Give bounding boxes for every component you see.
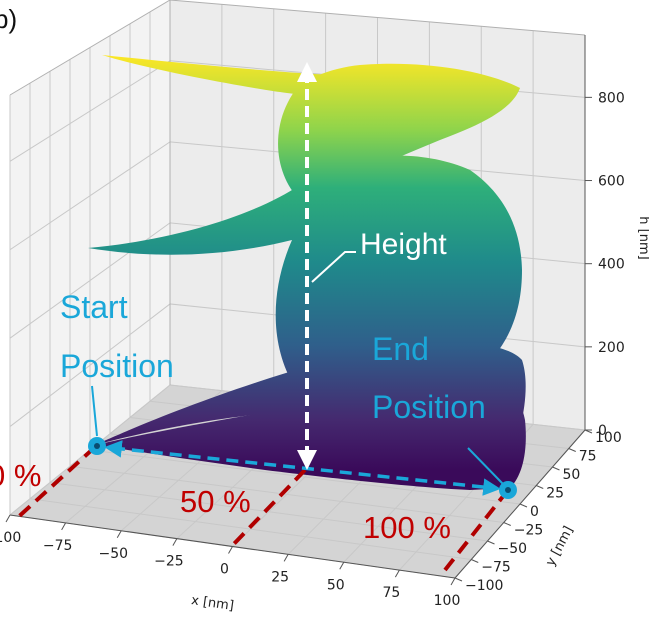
x-tick-label: −50 bbox=[98, 546, 128, 562]
y-tick-mark bbox=[471, 559, 479, 563]
z-axis-label: h [nm] bbox=[636, 216, 649, 259]
y-tick-label: −25 bbox=[514, 523, 544, 539]
x-tick-mark bbox=[339, 562, 345, 570]
x-tick-label: 100 bbox=[434, 593, 461, 609]
x-tick-mark bbox=[116, 530, 122, 538]
y-tick-mark bbox=[487, 540, 495, 545]
end-label-line2: Position bbox=[372, 389, 486, 425]
y-tick-mark bbox=[552, 466, 560, 471]
height-label: Height bbox=[360, 228, 447, 261]
y-tick-label: 75 bbox=[579, 449, 597, 465]
y-tick-mark bbox=[519, 503, 528, 508]
percent-guide-50 bbox=[228, 468, 307, 550]
x-axis: −100 −75 −50 −25 0 25 50 75 100 x [nm] bbox=[0, 514, 461, 614]
y-tick-label: 50 bbox=[563, 467, 581, 483]
end-callout-line bbox=[467, 447, 504, 485]
y-tick-label: 100 bbox=[595, 430, 622, 446]
percent-label-0: 0 % bbox=[0, 458, 41, 493]
y-tick-mark bbox=[568, 448, 576, 452]
z-tick-label: 200 bbox=[598, 340, 625, 356]
y-tick-label: −75 bbox=[481, 560, 511, 576]
y-tick-label: −100 bbox=[465, 578, 503, 594]
y-tick-label: 25 bbox=[546, 486, 564, 502]
start-label-line2: Position bbox=[60, 348, 174, 384]
x-tick-label: 25 bbox=[271, 569, 289, 585]
x-tick-label: −25 bbox=[154, 554, 184, 570]
x-tick-mark bbox=[450, 577, 456, 586]
x-tick-group: −100 −75 −50 −25 0 25 50 75 100 bbox=[0, 514, 461, 609]
x-tick-label: 0 bbox=[220, 562, 229, 578]
z-tick-label: 800 bbox=[598, 90, 625, 106]
x-tick-label: −75 bbox=[43, 538, 73, 554]
y-axis-label: y [nm] bbox=[543, 524, 576, 569]
x-tick-mark bbox=[172, 538, 178, 546]
y-tick-group: −100 −75 −50 −25 0 25 50 75 100 bbox=[454, 429, 622, 594]
x-tick-mark bbox=[61, 522, 67, 531]
y-tick-label: −50 bbox=[498, 541, 528, 557]
percent-guides bbox=[13, 445, 510, 572]
z-tick-label: 0 bbox=[598, 423, 607, 439]
x-tick-label: −100 bbox=[0, 530, 21, 546]
x-tick-label: 50 bbox=[327, 577, 345, 593]
start-marker bbox=[88, 437, 106, 455]
start-callout-line bbox=[91, 385, 98, 437]
z-tick-label: 600 bbox=[598, 174, 625, 190]
x-tick-label: 75 bbox=[382, 585, 400, 601]
start-label-line1: Start bbox=[60, 289, 128, 325]
percent-guide-100 bbox=[443, 488, 510, 572]
z-tick-label: 400 bbox=[598, 257, 625, 273]
z-axis: 0 200 400 600 800 h [nm] bbox=[584, 35, 649, 439]
x-axis-label: x [nm] bbox=[190, 593, 235, 614]
percent-guide-0 bbox=[13, 445, 97, 522]
percent-label-100: 100 % bbox=[363, 510, 451, 545]
percent-label-50: 50 % bbox=[180, 484, 251, 519]
y-tick-label: 0 bbox=[530, 504, 539, 520]
x-tick-mark bbox=[5, 514, 11, 523]
height-callout-line bbox=[311, 251, 356, 283]
end-label-line1: End bbox=[372, 331, 429, 367]
x-tick-mark bbox=[283, 554, 289, 562]
x-tick-mark bbox=[228, 546, 233, 554]
y-tick-mark bbox=[584, 429, 593, 434]
y-tick-mark bbox=[536, 485, 544, 489]
y-tick-mark bbox=[454, 577, 463, 582]
end-marker bbox=[499, 481, 517, 499]
x-tick-mark bbox=[394, 569, 400, 578]
y-tick-mark bbox=[503, 522, 511, 526]
floor-grid-y bbox=[29, 498, 472, 560]
z-tick-group: 0 200 400 600 800 bbox=[585, 90, 625, 439]
panel-label: b) bbox=[0, 4, 17, 34]
